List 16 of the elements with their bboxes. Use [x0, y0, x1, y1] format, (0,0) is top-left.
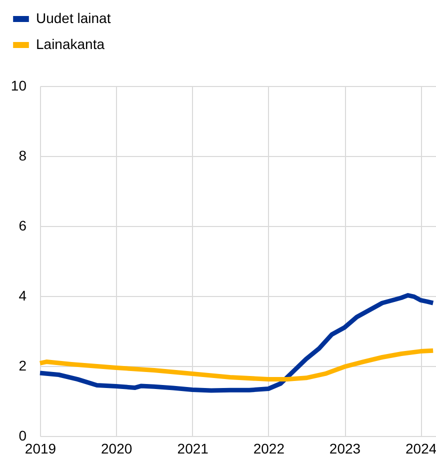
x-tick-label: 2021	[177, 440, 209, 456]
line-series	[38, 348, 436, 382]
y-tick-label: 4	[18, 288, 27, 304]
x-tick-label: 2024	[406, 440, 436, 456]
x-tick-label: 2023	[329, 440, 361, 456]
x-tick-label: 2020	[100, 440, 132, 456]
y-tick-label: 8	[18, 148, 27, 164]
y-tick-label: 10	[10, 78, 27, 94]
legend-label: Uudet lainat	[36, 10, 111, 26]
line-series	[38, 293, 436, 393]
y-tick-label: 0	[18, 428, 27, 444]
x-tick-label: 2019	[24, 440, 56, 456]
x-tick-label: 2022	[253, 440, 285, 456]
legend-label: Lainakanta	[36, 36, 105, 52]
y-tick-label: 2	[18, 358, 27, 374]
y-tick-label: 6	[18, 218, 27, 234]
